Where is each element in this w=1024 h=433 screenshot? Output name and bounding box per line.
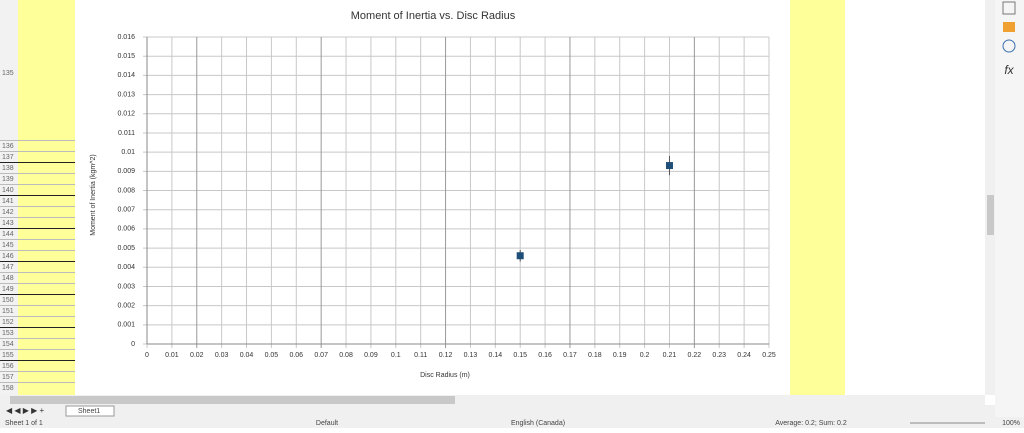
x-tick-label: 0.16: [538, 352, 552, 359]
icon-gallery[interactable]: [1003, 22, 1015, 32]
y-tick-label: 0.011: [118, 130, 135, 137]
data-point: [516, 252, 524, 260]
x-tick-label: 0.25: [762, 352, 776, 359]
status-summary: Average: 0.2; Sum: 0.2: [775, 420, 847, 427]
x-tick-label: 0.1: [391, 352, 401, 359]
row-number: 153: [2, 330, 14, 337]
x-tick-label: 0.08: [339, 352, 353, 359]
row-number: 151: [2, 308, 14, 315]
row-number: 138: [2, 165, 14, 172]
tab-nav[interactable]: ◀ ◀ ▶ ▶ +: [6, 406, 45, 415]
row-number: 154: [2, 341, 14, 348]
x-tick-label: 0.01: [165, 352, 179, 359]
row-number: 146: [2, 253, 14, 260]
status-language: English (Canada): [511, 420, 565, 427]
row-number: 136: [2, 143, 14, 150]
status-style: Default: [316, 420, 338, 427]
row-number: 141: [2, 198, 14, 205]
x-tick-label: 0.09: [364, 352, 378, 359]
y-axis-label: Moment of Inertia (kgm^2): [90, 154, 97, 235]
x-tick-label: 0.11: [414, 352, 427, 359]
row-number: 150: [2, 297, 14, 304]
x-tick-label: 0.03: [215, 352, 229, 359]
y-tick-label: 0.01: [121, 149, 135, 156]
row-number: 135: [2, 70, 14, 77]
status-bar: [0, 417, 1024, 428]
horizontal-scrollbar[interactable]: [0, 395, 985, 405]
data-point: [665, 162, 673, 170]
y-tick-label: 0.005: [117, 245, 135, 252]
icon-functions[interactable]: fx: [1004, 63, 1014, 77]
y-tick-label: 0.003: [117, 283, 135, 290]
x-tick-label: 0.15: [513, 352, 527, 359]
tab-bar: [0, 405, 995, 417]
x-tick-label: 0.12: [439, 352, 453, 359]
row-number: 144: [2, 231, 14, 238]
x-tick-label: 0.17: [563, 352, 577, 359]
x-tick-label: 0.07: [314, 352, 328, 359]
status-zoom: 100%: [1002, 420, 1020, 427]
y-tick-label: 0: [131, 341, 135, 348]
row-number: 143: [2, 220, 14, 227]
row-header: [0, 0, 18, 395]
row-number: 148: [2, 275, 14, 282]
row-number: 142: [2, 209, 14, 216]
row-number: 158: [2, 385, 14, 392]
status-sheet: Sheet 1 of 1: [5, 420, 43, 427]
x-tick-label: 0.2: [640, 352, 650, 359]
y-tick-label: 0.002: [117, 302, 135, 309]
sheet-tab-label[interactable]: Sheet1: [78, 408, 100, 415]
yellow-column: [790, 0, 845, 395]
y-tick-label: 0.008: [117, 187, 135, 194]
y-tick-label: 0.009: [117, 168, 135, 175]
row-number: 149: [2, 286, 14, 293]
sidebar: [995, 0, 1024, 428]
yellow-column: [18, 0, 75, 395]
y-tick-label: 0.004: [117, 264, 135, 271]
x-tick-label: 0.23: [712, 352, 726, 359]
row-number: 157: [2, 374, 14, 381]
x-tick-label: 0.19: [613, 352, 627, 359]
icon-styles[interactable]: [1002, 1, 1016, 15]
icon-navigator[interactable]: [1002, 39, 1016, 53]
y-tick-label: 0.012: [117, 111, 135, 118]
row-number: 145: [2, 242, 14, 249]
x-tick-label: 0: [145, 352, 149, 359]
y-tick-label: 0.014: [117, 72, 135, 79]
chart-title: Moment of Inertia vs. Disc Radius: [351, 10, 516, 22]
chart-area: [75, 0, 790, 393]
x-tick-label: 0.06: [289, 352, 303, 359]
y-tick-label: 0.016: [117, 34, 135, 41]
x-tick-label: 0.13: [464, 352, 478, 359]
row-number: 137: [2, 154, 14, 161]
h-scroll-thumb[interactable]: [10, 396, 455, 404]
row-number: 152: [2, 319, 14, 326]
row-number: 140: [2, 187, 14, 194]
y-tick-label: 0.015: [117, 53, 135, 60]
x-tick-label: 0.21: [663, 352, 677, 359]
y-tick-label: 0.006: [117, 226, 135, 233]
x-tick-label: 0.24: [737, 352, 751, 359]
x-tick-label: 0.22: [688, 352, 702, 359]
row-number: 139: [2, 176, 14, 183]
y-tick-label: 0.001: [117, 322, 135, 329]
x-tick-label: 0.05: [265, 352, 279, 359]
row-number: 155: [2, 352, 14, 359]
y-tick-label: 0.013: [117, 91, 135, 98]
x-tick-label: 0.18: [588, 352, 602, 359]
y-tick-label: 0.007: [117, 207, 135, 214]
x-tick-label: 0.02: [190, 352, 204, 359]
x-tick-label: 0.14: [489, 352, 503, 359]
sheet-tab[interactable]: [65, 405, 115, 417]
row-number: 147: [2, 264, 14, 271]
x-axis-label: Disc Radius (m): [420, 372, 470, 379]
row-number: 156: [2, 363, 14, 370]
x-tick-label: 0.04: [240, 352, 254, 359]
scroll-thumb[interactable]: [987, 195, 994, 235]
